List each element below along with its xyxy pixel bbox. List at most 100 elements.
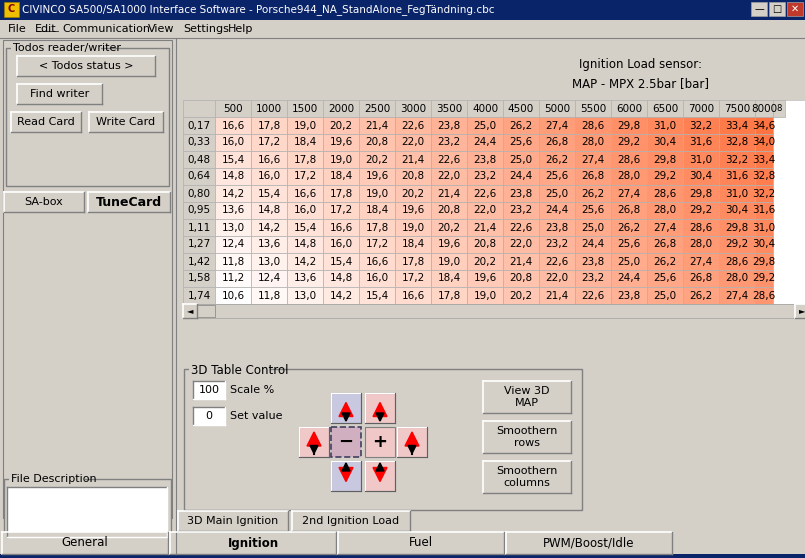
Bar bbox=[467, 134, 503, 151]
Text: 28,0: 28,0 bbox=[689, 239, 712, 249]
Bar bbox=[755, 270, 773, 287]
Text: 24,4: 24,4 bbox=[510, 171, 533, 181]
Bar bbox=[251, 117, 287, 134]
Text: 13,6: 13,6 bbox=[293, 273, 316, 283]
Bar bbox=[323, 219, 359, 236]
Text: 33,4: 33,4 bbox=[753, 155, 776, 165]
Bar bbox=[395, 117, 431, 134]
Text: 25,0: 25,0 bbox=[546, 189, 568, 199]
Text: 3500: 3500 bbox=[436, 103, 462, 113]
Text: 29,8: 29,8 bbox=[689, 189, 712, 199]
Bar bbox=[193, 407, 225, 425]
Text: 3D Table Control: 3D Table Control bbox=[191, 364, 288, 377]
Bar bbox=[683, 134, 719, 151]
Bar bbox=[431, 134, 467, 151]
Bar bbox=[467, 219, 503, 236]
Bar bbox=[719, 202, 755, 219]
Bar bbox=[183, 134, 215, 151]
Bar bbox=[183, 117, 215, 134]
Bar bbox=[395, 168, 431, 185]
Text: 23,8: 23,8 bbox=[437, 121, 460, 131]
Text: 11,8: 11,8 bbox=[258, 291, 281, 301]
Bar bbox=[359, 117, 395, 134]
Bar bbox=[323, 185, 359, 202]
Text: 20,2: 20,2 bbox=[510, 291, 533, 301]
Bar bbox=[575, 287, 611, 304]
Text: 16,6: 16,6 bbox=[221, 121, 245, 131]
Bar bbox=[287, 202, 323, 219]
Text: 31,0: 31,0 bbox=[654, 121, 676, 131]
Bar bbox=[575, 134, 611, 151]
Text: 23,2: 23,2 bbox=[473, 171, 497, 181]
Text: PWM/Boost/Idle: PWM/Boost/Idle bbox=[543, 536, 635, 550]
Text: 25,6: 25,6 bbox=[654, 273, 677, 283]
Text: 17,8: 17,8 bbox=[365, 223, 389, 233]
Bar bbox=[719, 151, 755, 168]
Bar bbox=[539, 202, 575, 219]
Bar bbox=[323, 253, 359, 270]
Text: 0,48: 0,48 bbox=[188, 155, 211, 165]
Text: 28,6: 28,6 bbox=[617, 155, 641, 165]
Text: 12,4: 12,4 bbox=[258, 273, 281, 283]
Text: < Todos status >: < Todos status > bbox=[39, 61, 134, 71]
Text: 20,2: 20,2 bbox=[329, 121, 353, 131]
Text: 25,6: 25,6 bbox=[617, 239, 641, 249]
Bar bbox=[11, 112, 81, 132]
Bar bbox=[431, 117, 467, 134]
Text: 1,42: 1,42 bbox=[188, 257, 211, 267]
Bar bbox=[503, 100, 539, 117]
Bar bbox=[755, 168, 773, 185]
Bar bbox=[431, 270, 467, 287]
Bar bbox=[503, 236, 539, 253]
Bar bbox=[647, 134, 683, 151]
Text: Scale %: Scale % bbox=[230, 385, 275, 395]
Text: 28,0: 28,0 bbox=[617, 171, 641, 181]
Bar bbox=[483, 421, 571, 453]
Text: 19,6: 19,6 bbox=[473, 273, 497, 283]
Bar bbox=[683, 117, 719, 134]
Text: 21,4: 21,4 bbox=[402, 155, 424, 165]
Bar bbox=[755, 117, 773, 134]
Bar bbox=[395, 134, 431, 151]
Bar bbox=[323, 202, 359, 219]
Text: 23,2: 23,2 bbox=[437, 137, 460, 147]
Text: 22,0: 22,0 bbox=[437, 171, 460, 181]
Bar bbox=[503, 202, 539, 219]
Bar bbox=[17, 84, 102, 104]
Bar bbox=[683, 202, 719, 219]
Bar bbox=[215, 219, 251, 236]
Text: Fuel: Fuel bbox=[409, 536, 433, 550]
Bar bbox=[287, 253, 323, 270]
Text: 2nd Ignition Load: 2nd Ignition Load bbox=[303, 516, 399, 526]
Bar bbox=[647, 219, 683, 236]
Bar bbox=[395, 202, 431, 219]
Bar bbox=[359, 185, 395, 202]
Text: 16,0: 16,0 bbox=[221, 137, 245, 147]
Text: 15,4: 15,4 bbox=[329, 257, 353, 267]
Text: Read Card: Read Card bbox=[17, 117, 75, 127]
Bar bbox=[719, 287, 755, 304]
Text: 16,0: 16,0 bbox=[294, 205, 316, 215]
Bar bbox=[647, 168, 683, 185]
Bar bbox=[397, 427, 427, 457]
Bar bbox=[251, 151, 287, 168]
Text: 2000: 2000 bbox=[328, 103, 354, 113]
Bar bbox=[323, 100, 359, 117]
Bar bbox=[719, 168, 755, 185]
Bar bbox=[251, 253, 287, 270]
Bar bbox=[359, 287, 395, 304]
Text: General: General bbox=[62, 536, 109, 550]
Text: 15,4: 15,4 bbox=[365, 291, 389, 301]
Bar bbox=[11, 42, 101, 54]
Text: 25,0: 25,0 bbox=[654, 291, 676, 301]
Bar bbox=[755, 253, 773, 270]
Polygon shape bbox=[310, 445, 318, 454]
Bar bbox=[251, 185, 287, 202]
Bar bbox=[184, 369, 582, 510]
Text: 19,0: 19,0 bbox=[329, 155, 353, 165]
Text: 17,2: 17,2 bbox=[293, 171, 316, 181]
Polygon shape bbox=[373, 402, 387, 416]
Polygon shape bbox=[376, 463, 384, 471]
Bar bbox=[611, 134, 647, 151]
Text: 13,0: 13,0 bbox=[294, 291, 316, 301]
